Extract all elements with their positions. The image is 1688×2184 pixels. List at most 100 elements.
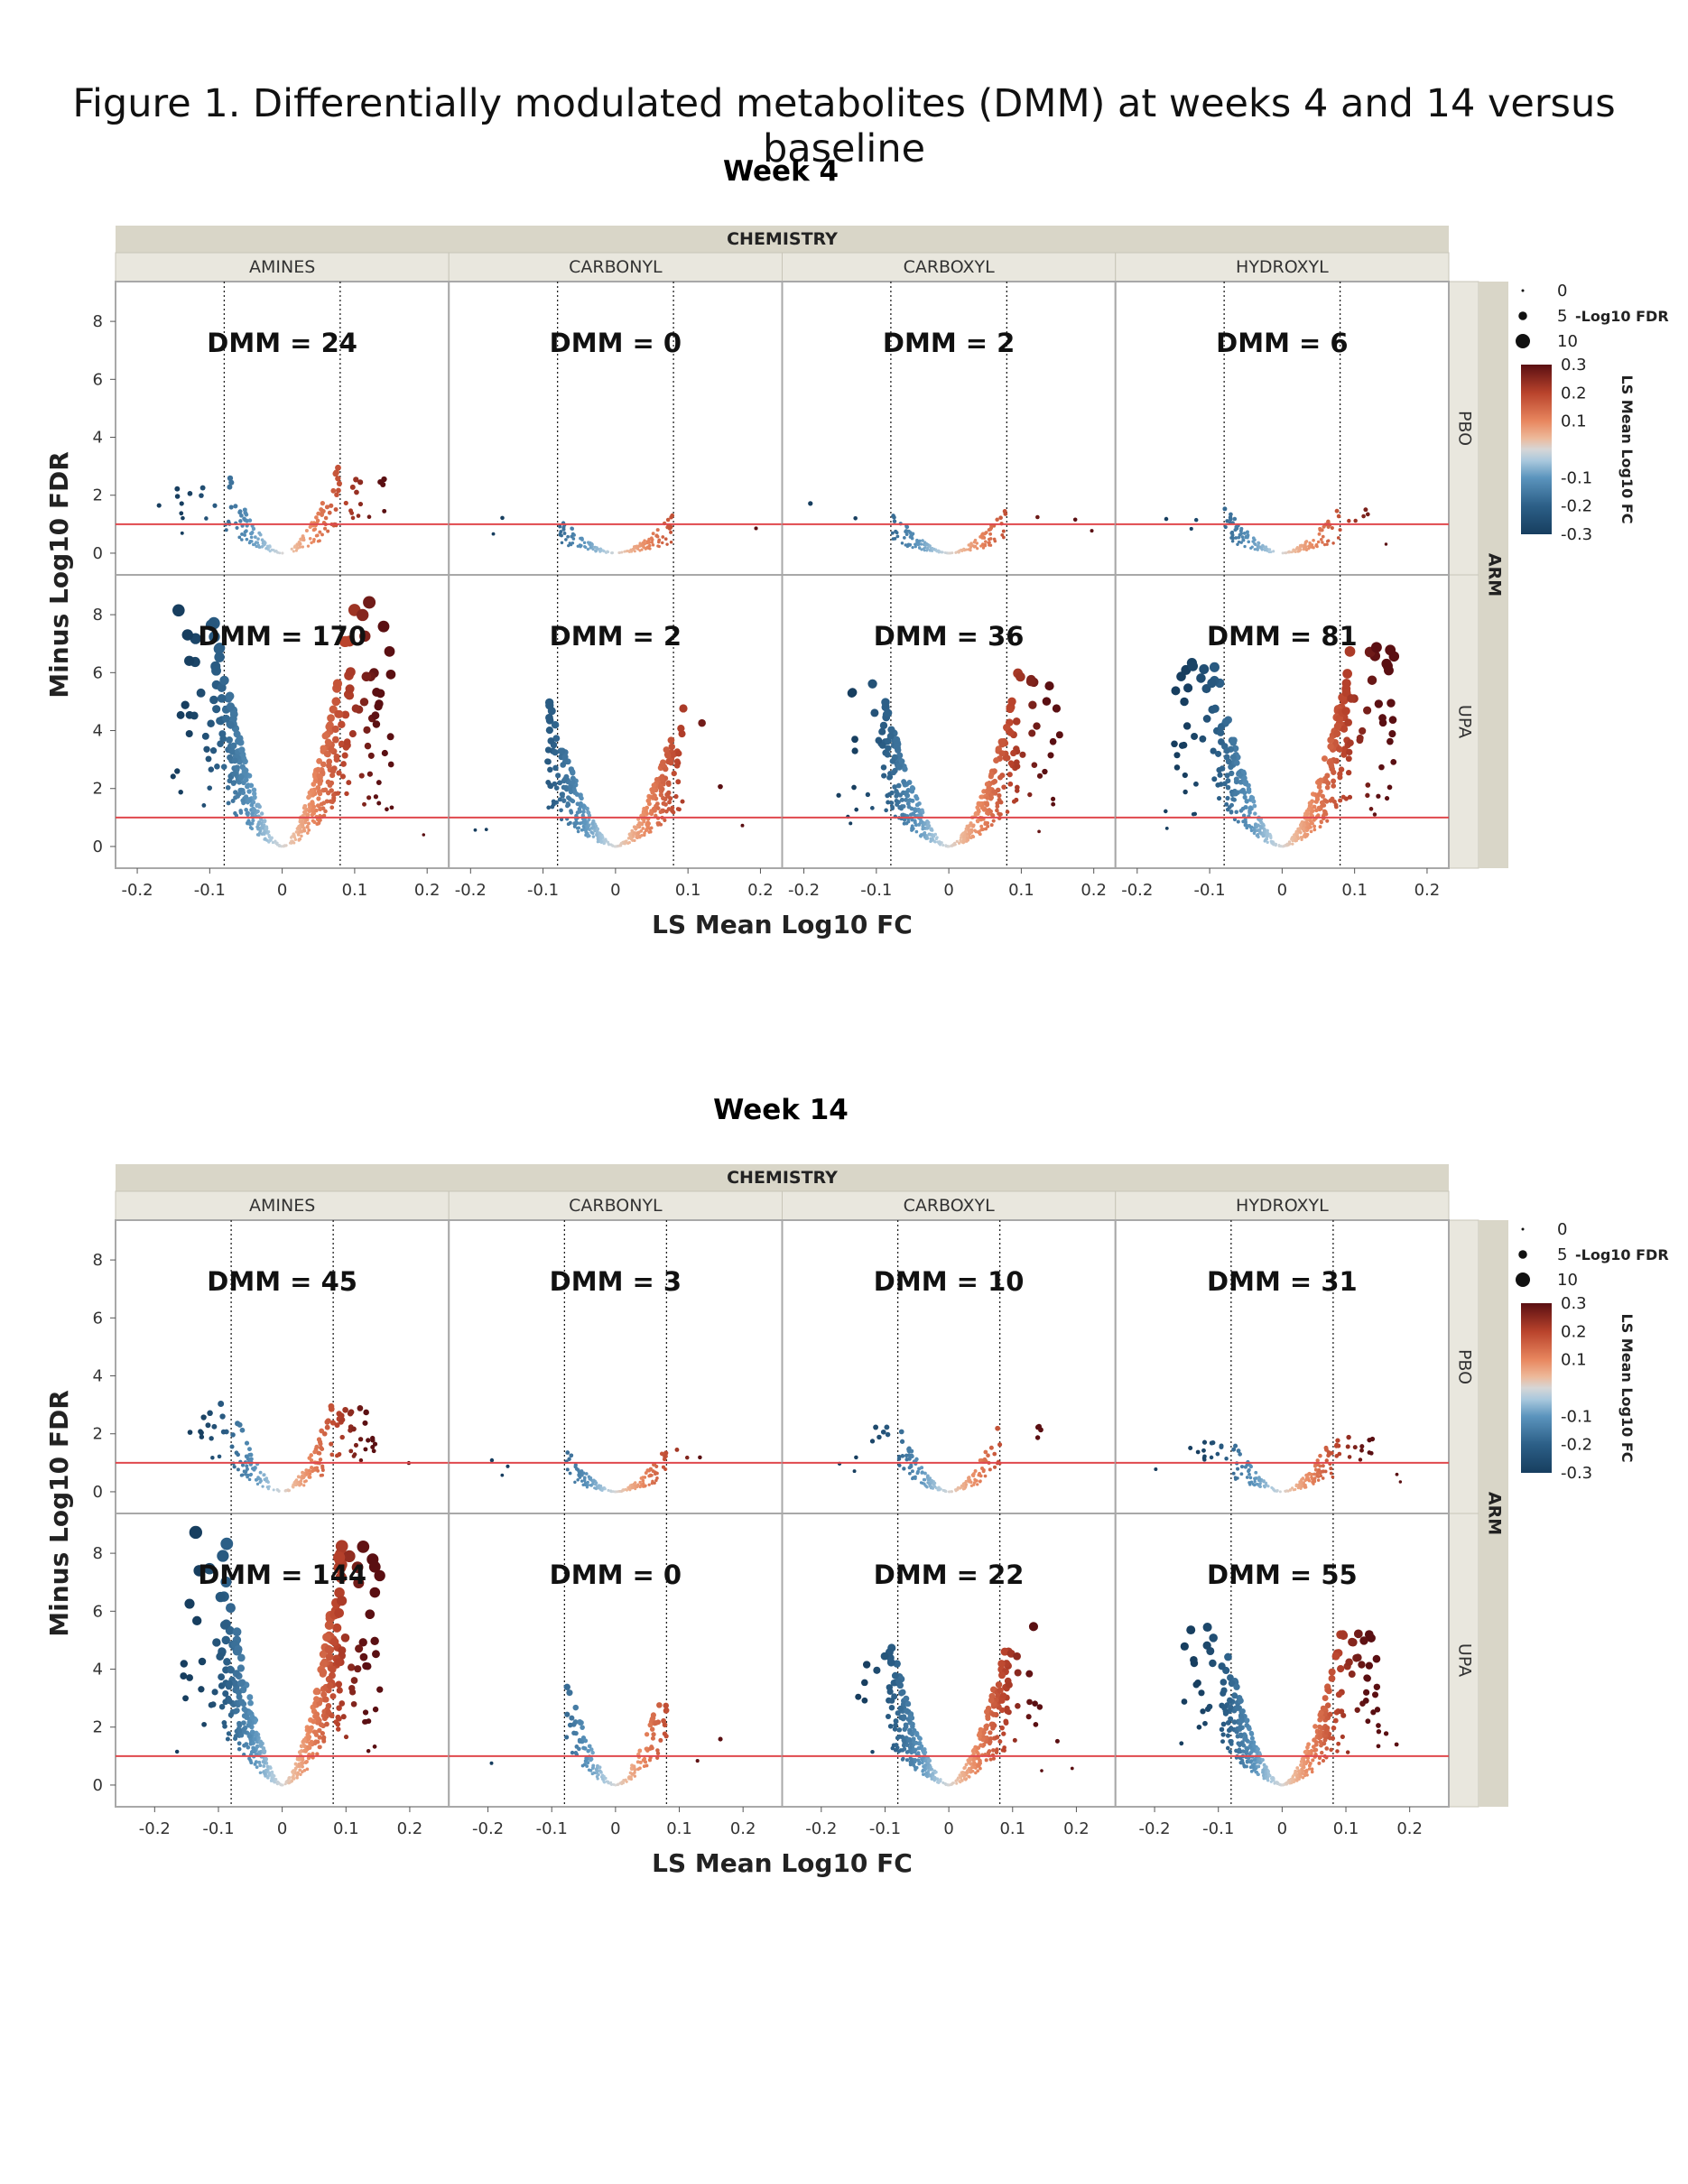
- data-point: [316, 821, 320, 826]
- data-point: [228, 479, 235, 486]
- data-point: [1010, 749, 1017, 757]
- data-point: [1312, 828, 1317, 832]
- data-point: [911, 1476, 915, 1480]
- data-point: [1307, 544, 1311, 548]
- data-point: [988, 1467, 992, 1472]
- data-point: [357, 501, 364, 507]
- panel-frame: [781, 281, 1117, 576]
- data-point: [1302, 1763, 1306, 1767]
- data-point: [1224, 773, 1230, 779]
- data-point: [373, 794, 379, 800]
- data-point: [323, 515, 329, 521]
- x-tick-label: 0.2: [747, 881, 774, 900]
- data-point: [1333, 804, 1339, 810]
- data-point: [227, 1712, 234, 1718]
- data-point: [1291, 1486, 1294, 1490]
- data-point: [580, 813, 586, 818]
- data-point: [671, 770, 677, 777]
- data-point: [560, 541, 564, 545]
- row-strip-upa: [1448, 574, 1479, 869]
- data-point: [274, 550, 277, 553]
- data-point: [1012, 1737, 1017, 1743]
- data-point: [984, 1739, 989, 1744]
- data-point: [237, 1741, 242, 1746]
- data-point: [1038, 1427, 1043, 1433]
- data-point: [322, 1633, 331, 1642]
- data-point: [918, 546, 922, 550]
- data-point: [669, 540, 673, 544]
- data-point: [655, 1748, 660, 1753]
- data-point: [245, 519, 249, 523]
- data-point: [1295, 545, 1300, 550]
- data-point: [579, 536, 582, 541]
- data-point: [1037, 829, 1041, 834]
- data-point: [1296, 827, 1301, 831]
- panel-frame: [448, 574, 784, 869]
- data-point: [303, 1760, 308, 1764]
- data-point: [986, 824, 990, 828]
- data-point: [358, 1458, 364, 1463]
- data-point: [252, 809, 256, 813]
- data-point: [862, 1661, 871, 1669]
- data-point: [913, 809, 918, 814]
- data-point: [590, 1750, 595, 1755]
- data-point: [899, 797, 904, 802]
- data-point: [358, 773, 365, 779]
- data-point: [975, 541, 978, 545]
- data-point: [1171, 686, 1181, 696]
- data-point: [264, 826, 268, 830]
- data-point: [325, 779, 331, 785]
- data-point: [944, 845, 948, 848]
- data-point: [1358, 1458, 1363, 1462]
- data-point: [908, 535, 913, 539]
- data-point: [606, 840, 610, 844]
- y-tick-label: 8: [93, 1544, 103, 1563]
- data-point: [896, 764, 903, 771]
- data-point: [357, 1405, 364, 1411]
- data-point: [217, 1454, 222, 1459]
- data-point: [1025, 676, 1036, 687]
- data-point: [1013, 759, 1020, 766]
- data-point: [561, 754, 569, 761]
- data-point: [1340, 1734, 1345, 1740]
- data-point: [1000, 532, 1005, 537]
- data-point: [552, 781, 558, 787]
- data-point: [627, 550, 631, 553]
- data-point: [219, 1413, 226, 1420]
- data-point: [1299, 1481, 1303, 1485]
- data-point: [980, 1467, 985, 1471]
- data-point: [1317, 1755, 1322, 1761]
- data-point: [376, 800, 382, 806]
- data-point: [325, 1418, 331, 1424]
- data-point: [567, 796, 572, 801]
- data-point: [886, 1658, 895, 1666]
- data-point: [913, 819, 917, 823]
- data-point: [1230, 796, 1236, 802]
- data-point: [1324, 784, 1331, 791]
- data-point: [582, 1746, 588, 1751]
- data-point: [656, 1702, 663, 1708]
- data-point: [897, 1454, 902, 1459]
- x-tick-label: 0: [943, 1819, 953, 1838]
- data-point: [644, 1746, 649, 1752]
- data-point: [1240, 806, 1246, 811]
- dmm-label: DMM = 24: [207, 328, 357, 358]
- data-point: [1210, 747, 1217, 754]
- data-point: [591, 824, 596, 828]
- data-point: [929, 828, 933, 832]
- data-point: [940, 551, 943, 554]
- data-point: [968, 830, 971, 834]
- data-point: [204, 516, 209, 521]
- data-point: [253, 1732, 259, 1737]
- data-point: [318, 1722, 324, 1727]
- data-point: [298, 838, 302, 841]
- x-tick-label: 0.2: [1081, 881, 1107, 900]
- data-point: [969, 1762, 973, 1766]
- data-point: [895, 802, 900, 808]
- data-point: [599, 549, 603, 552]
- data-point: [580, 1763, 585, 1768]
- data-point: [579, 795, 584, 801]
- dmm-label: DMM = 6: [1216, 328, 1348, 358]
- data-point: [350, 1677, 358, 1684]
- data-point: [569, 1715, 575, 1721]
